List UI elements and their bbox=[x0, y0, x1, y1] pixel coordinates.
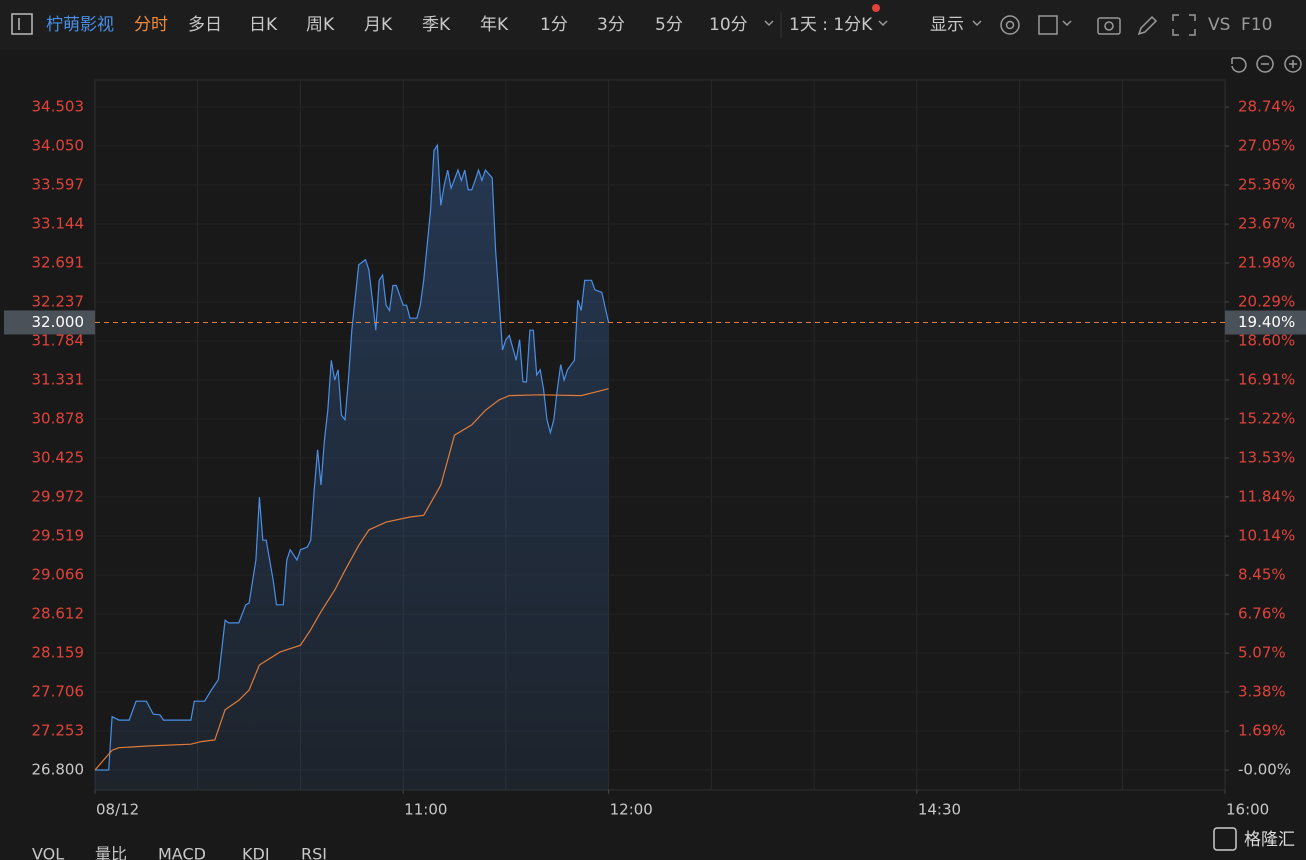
tabs: 分时 多日 日K 周K 月K 季K 年K 1分 3分 5分 10分 bbox=[134, 15, 748, 35]
tab[interactable]: 分时 bbox=[134, 15, 168, 35]
tab[interactable]: 月K bbox=[364, 15, 393, 35]
overlay-icon[interactable] bbox=[1038, 15, 1058, 35]
period-select[interactable]: 1天 : 1分K bbox=[789, 15, 873, 35]
tab[interactable]: 5分 bbox=[655, 15, 683, 35]
series-line bbox=[95, 143, 610, 771]
current-pct-label: 19.40% bbox=[1238, 313, 1295, 331]
y-tick-label: 34.050 bbox=[32, 137, 85, 155]
y2-tick-label: 27.05% bbox=[1238, 137, 1295, 155]
y2-tick-label: 16.91% bbox=[1238, 370, 1295, 388]
y-tick-label: 29.519 bbox=[32, 527, 85, 545]
menu-icon[interactable] bbox=[11, 13, 33, 35]
tab[interactable]: 季K bbox=[422, 15, 451, 35]
indicator-tab[interactable]: 量比 bbox=[95, 845, 127, 860]
tab[interactable]: 周K bbox=[306, 15, 335, 35]
y2-tick-label: 23.67% bbox=[1238, 215, 1295, 233]
y-tick-label: 27.706 bbox=[32, 683, 85, 701]
camera-lens bbox=[1104, 21, 1114, 31]
axes: 26.800 27.253 27.706 28.159 28.612 29.066 29.5… bbox=[4, 98, 1306, 819]
notice-dot bbox=[872, 4, 880, 12]
stock-name[interactable]: 柠萌影视 bbox=[46, 15, 114, 35]
indicator-tab[interactable]: MACD bbox=[158, 845, 206, 860]
zoom-out-icon[interactable] bbox=[1256, 55, 1274, 73]
y2-tick-label: 20.29% bbox=[1238, 292, 1295, 310]
y2-tick-label: -0.00% bbox=[1238, 761, 1291, 779]
y2-tick-label: 25.36% bbox=[1238, 176, 1295, 194]
plot-frame bbox=[94, 79, 1226, 791]
tab[interactable]: 多日 bbox=[188, 15, 222, 35]
settings-icon-center bbox=[1005, 20, 1015, 30]
dropdown-icon[interactable] bbox=[878, 20, 888, 27]
current-pct-box bbox=[1225, 310, 1306, 335]
indicator-tab[interactable]: KDJ bbox=[242, 845, 270, 860]
y-tick-label: 28.159 bbox=[32, 644, 85, 662]
y2-tick-label: 15.22% bbox=[1238, 409, 1295, 427]
zoom-in-plus bbox=[1289, 60, 1297, 68]
x-tick-label: 14:30 bbox=[918, 801, 961, 819]
y2-tick-label: 6.76% bbox=[1238, 605, 1286, 623]
y-tick-label: 26.800 bbox=[32, 761, 85, 779]
y2-tick-label: 8.45% bbox=[1238, 566, 1286, 584]
y2-tick-label: 21.98% bbox=[1238, 254, 1295, 272]
x-tick-label: 08/12 bbox=[96, 801, 139, 819]
current-price-box bbox=[4, 310, 95, 335]
y-tick-label: 28.612 bbox=[32, 605, 85, 623]
current-price-label: 32.000 bbox=[32, 313, 85, 331]
f10-button[interactable]: F10 bbox=[1241, 15, 1272, 35]
y-tick-label: 33.597 bbox=[32, 176, 85, 194]
indicator-tab[interactable]: RSI bbox=[301, 845, 327, 860]
toolbar bbox=[0, 0, 1306, 50]
x-tick-label: 16:00 bbox=[1226, 801, 1269, 819]
y2-tick-label: 28.74% bbox=[1238, 98, 1295, 116]
plot bbox=[94, 143, 610, 790]
y2-tick-label: 5.07% bbox=[1238, 644, 1286, 662]
y-tick-label: 29.972 bbox=[32, 488, 85, 506]
tab[interactable]: 10分 bbox=[709, 15, 748, 35]
camera-icon[interactable] bbox=[1097, 17, 1121, 35]
y-tick-label: 32.691 bbox=[32, 253, 85, 271]
tab[interactable]: 3分 bbox=[597, 15, 625, 35]
y2-tick-label: 10.14% bbox=[1238, 527, 1295, 545]
watermark-logo bbox=[1213, 827, 1237, 851]
y-tick-label: 33.144 bbox=[32, 214, 85, 232]
settings-icon[interactable] bbox=[1000, 15, 1020, 35]
vs-button[interactable]: VS bbox=[1208, 15, 1230, 35]
y2-tick-label: 18.60% bbox=[1238, 331, 1295, 349]
y2-tick-label: 13.53% bbox=[1238, 448, 1295, 466]
draw-icon[interactable] bbox=[1137, 15, 1158, 36]
indicator-tabs: VOL 量比 MACD KDJ RSI bbox=[32, 845, 327, 860]
y-tick-label: 30.878 bbox=[32, 410, 85, 428]
tab[interactable]: 1分 bbox=[540, 15, 568, 35]
display-select[interactable]: 显示 bbox=[930, 15, 964, 35]
y-tick-label: 31.331 bbox=[32, 371, 85, 389]
zoom-in-icon[interactable] bbox=[1284, 55, 1302, 73]
y-tick-label: 34.503 bbox=[32, 98, 85, 116]
grid bbox=[95, 80, 1225, 790]
tab[interactable]: 日K bbox=[249, 15, 278, 35]
y-tick-label: 32.237 bbox=[32, 293, 85, 311]
y-tick-label: 30.425 bbox=[32, 449, 85, 467]
tab[interactable]: 年K bbox=[480, 15, 509, 35]
series-line bbox=[94, 388, 609, 771]
dropdown-icon[interactable] bbox=[764, 20, 774, 27]
dropdown-icon[interactable] bbox=[1062, 20, 1072, 27]
dropdown-icon[interactable] bbox=[972, 20, 982, 27]
reset-icon[interactable] bbox=[1231, 57, 1247, 73]
y2-tick-label: 1.69% bbox=[1238, 722, 1286, 740]
indicator-tab[interactable]: VOL bbox=[32, 845, 64, 860]
y2-tick-label: 3.38% bbox=[1238, 683, 1286, 701]
fullscreen-icon[interactable] bbox=[1172, 14, 1196, 36]
y-tick-label: 31.784 bbox=[32, 332, 85, 350]
y-tick-label: 29.066 bbox=[32, 565, 85, 583]
x-tick-label: 12:00 bbox=[610, 801, 653, 819]
y-tick-label: 27.253 bbox=[32, 722, 85, 740]
price-area bbox=[95, 145, 609, 790]
watermark: 格隆汇 bbox=[1244, 830, 1295, 850]
x-tick-label: 11:00 bbox=[404, 801, 447, 819]
y2-tick-label: 11.84% bbox=[1238, 487, 1295, 505]
